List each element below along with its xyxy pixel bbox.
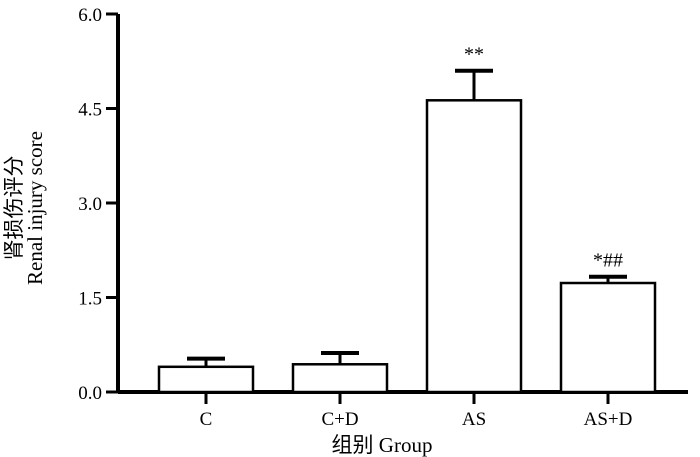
y-tick-label: 6.0: [78, 5, 102, 26]
x-tick-label: C+D: [321, 409, 358, 430]
x-tick-labels: C C+D AS AS+D: [200, 392, 633, 430]
y-axis-title-zh: 肾损伤评分: [2, 156, 26, 261]
x-tick-label: AS: [462, 409, 486, 430]
y-tick-label: 4.5: [78, 100, 102, 121]
y-tick-labels: 0.0 1.5 3.0 4.5 6.0: [78, 5, 118, 404]
x-tick-label: AS+D: [584, 409, 633, 430]
significance-label-AS: **: [464, 44, 484, 66]
bar-C+D: [291, 363, 389, 394]
bar-AS+D: [559, 281, 657, 394]
y-tick-label: 0.0: [78, 383, 102, 404]
y-tick-label: 1.5: [78, 289, 102, 310]
bars: ** *##: [157, 44, 657, 394]
bar-AS: [425, 99, 523, 394]
bar-C: [157, 365, 255, 394]
y-axis-title-en: Renal injury score: [23, 131, 47, 285]
x-axis-title: 组别 Group: [332, 433, 433, 457]
x-tick-label: C: [200, 409, 213, 430]
significance-label-AS+D: *##: [593, 250, 623, 272]
y-tick-label: 3.0: [78, 194, 102, 215]
y-axis-title: 肾损伤评分 Renal injury score: [2, 131, 47, 285]
